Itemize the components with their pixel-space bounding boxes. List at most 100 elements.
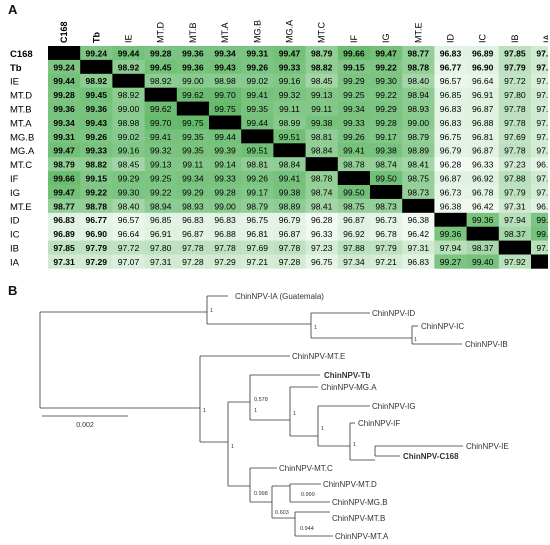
tree-branches [39,295,463,537]
matrix-cell [112,59,145,75]
matrix-value: 97.88 [343,243,365,253]
matrix-cell [80,73,113,88]
matrix-value: 99.26 [247,62,269,72]
taxon-label-mga: ChinNPV-MG.A [321,383,377,392]
matrix-value: 99.43 [214,62,236,72]
matrix-value: 99.38 [375,146,397,156]
matrix-cell [305,101,339,116]
col-label-c168: C168 [59,21,69,43]
matrix-cell [80,185,113,200]
row-label-mt-e: MT.E [10,202,32,213]
matrix-value: 99.70 [150,118,172,128]
matrix-cell [273,212,306,227]
matrix-value: 97.94 [440,243,462,253]
matrix-cell [112,143,145,158]
matrix-cell [337,59,371,75]
matrix-value: 99.50 [375,174,397,184]
matrix-cell [402,143,435,158]
matrix-cell [402,185,435,200]
col-label-ib: IB [510,34,520,43]
matrix-cell [80,212,113,227]
matrix-cell [241,46,274,61]
scale-label: 0.002 [76,422,94,429]
matrix-value: 99.22 [86,187,108,197]
matrix-value: 98.37 [472,243,494,253]
matrix-value: 99.38 [279,187,301,197]
row-label-mt-b: MT.B [10,105,32,116]
matrix-cell [241,129,274,144]
matrix-value: 99.70 [214,90,236,100]
col-label-if: IF [349,34,359,43]
matrix-value: 96.83 [214,215,236,225]
matrix-cell [144,171,178,186]
matrix-cell [434,240,467,255]
matrix-value: 98.81 [311,132,333,142]
matrix-value: 97.79 [504,187,526,197]
matrix-value: 96.75 [440,132,462,142]
matrix-cell [370,226,403,241]
matrix-value: 99.24 [53,62,75,72]
matrix-value: 99.41 [279,174,301,184]
matrix-cell [498,115,532,130]
matrix-cell [209,240,242,255]
matrix-cell [176,143,210,158]
matrix-value: 96.57 [118,215,140,225]
matrix-cell [402,240,435,255]
matrix-value: 96.73 [440,187,462,197]
matrix-cell [434,226,467,241]
matrix-cell [531,226,548,241]
matrix-value: 98.92 [86,76,108,86]
matrix-value: 98.92 [150,76,172,86]
matrix-value: 96.83 [182,215,204,225]
matrix-cell [402,254,435,269]
matrix-value: 99.13 [311,90,333,100]
row-label-mt-d: MT.D [10,91,32,102]
matrix-cell [337,129,371,144]
taxon-label-ia: ChinNPV-IA (Guatemala) [235,292,324,301]
matrix-value: 96.87 [343,215,365,225]
matrix-value: 99.29 [343,76,365,86]
matrix-value: 99.75 [182,118,204,128]
matrix-cell [144,46,178,61]
matrix-cell [209,212,242,227]
matrix-cell [176,129,210,144]
matrix-cell [209,198,242,214]
matrix-value: 97.79 [375,243,397,253]
matrix-value: 99.44 [118,48,140,58]
matrix-value: 99.25 [150,174,172,184]
row-label-if: IF [10,174,19,185]
matrix-cell [273,185,306,200]
matrix-value: 96.73 [375,215,397,225]
matrix-cell [241,101,274,116]
matrix-cell [144,87,178,102]
matrix-cell [434,185,467,200]
matrix-value: 97.85 [53,243,75,253]
matrix-cell [273,254,306,269]
matrix-value: 97.78 [504,104,526,114]
matrix-value: 99.34 [53,118,75,128]
matrix-cell [466,129,500,144]
matrix-cell [531,59,548,75]
matrix-value: 99.02 [247,76,269,86]
support-values: 1 1 1 1 0.578 1 1 1 1 1 0.998 0.999 0.60… [203,308,417,532]
matrix-value: 99.29 [118,174,140,184]
matrix-cell [209,226,242,241]
matrix-cell [402,171,435,186]
matrix-cell [176,46,210,61]
matrix-cell [144,101,178,116]
matrix-cell [144,254,178,269]
matrix-cell [80,254,113,269]
matrix-value: 96.64 [118,229,140,239]
row-label-ie: IE [10,77,19,88]
identity-matrix: C168 Tb IE MT.D MT.B MT.A MG.B MG.A MT.C IF IG MT.E… [10,20,548,269]
matrix-cell [531,73,548,88]
matrix-cell [402,157,435,172]
matrix-value: 99.43 [86,118,108,128]
support-mtb: 0.944 [300,526,314,532]
matrix-cell [305,157,339,172]
matrix-cell [370,157,403,172]
matrix-value: 97.85 [504,48,526,58]
matrix-value: 98.77 [53,201,75,211]
matrix-value: 99.47 [375,48,397,58]
taxon-label-mta: ChinNPV-MT.A [335,532,389,541]
